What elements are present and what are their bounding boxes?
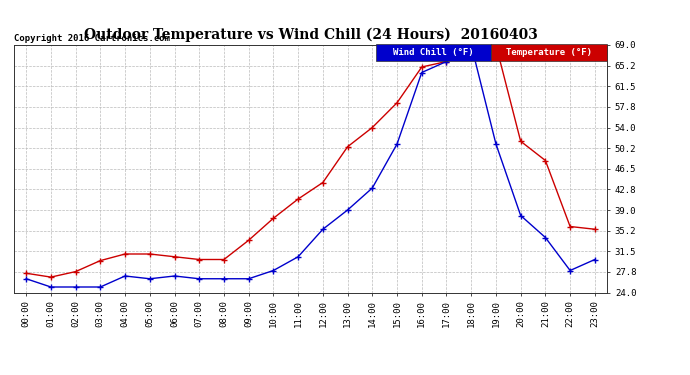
Title: Outdoor Temperature vs Wind Chill (24 Hours)  20160403: Outdoor Temperature vs Wind Chill (24 Ho… <box>83 28 538 42</box>
Text: Wind Chill (°F): Wind Chill (°F) <box>393 48 474 57</box>
Text: Copyright 2016 Cartronics.com: Copyright 2016 Cartronics.com <box>14 33 170 42</box>
FancyBboxPatch shape <box>491 44 607 61</box>
FancyBboxPatch shape <box>376 44 491 61</box>
Text: Temperature (°F): Temperature (°F) <box>506 48 592 57</box>
